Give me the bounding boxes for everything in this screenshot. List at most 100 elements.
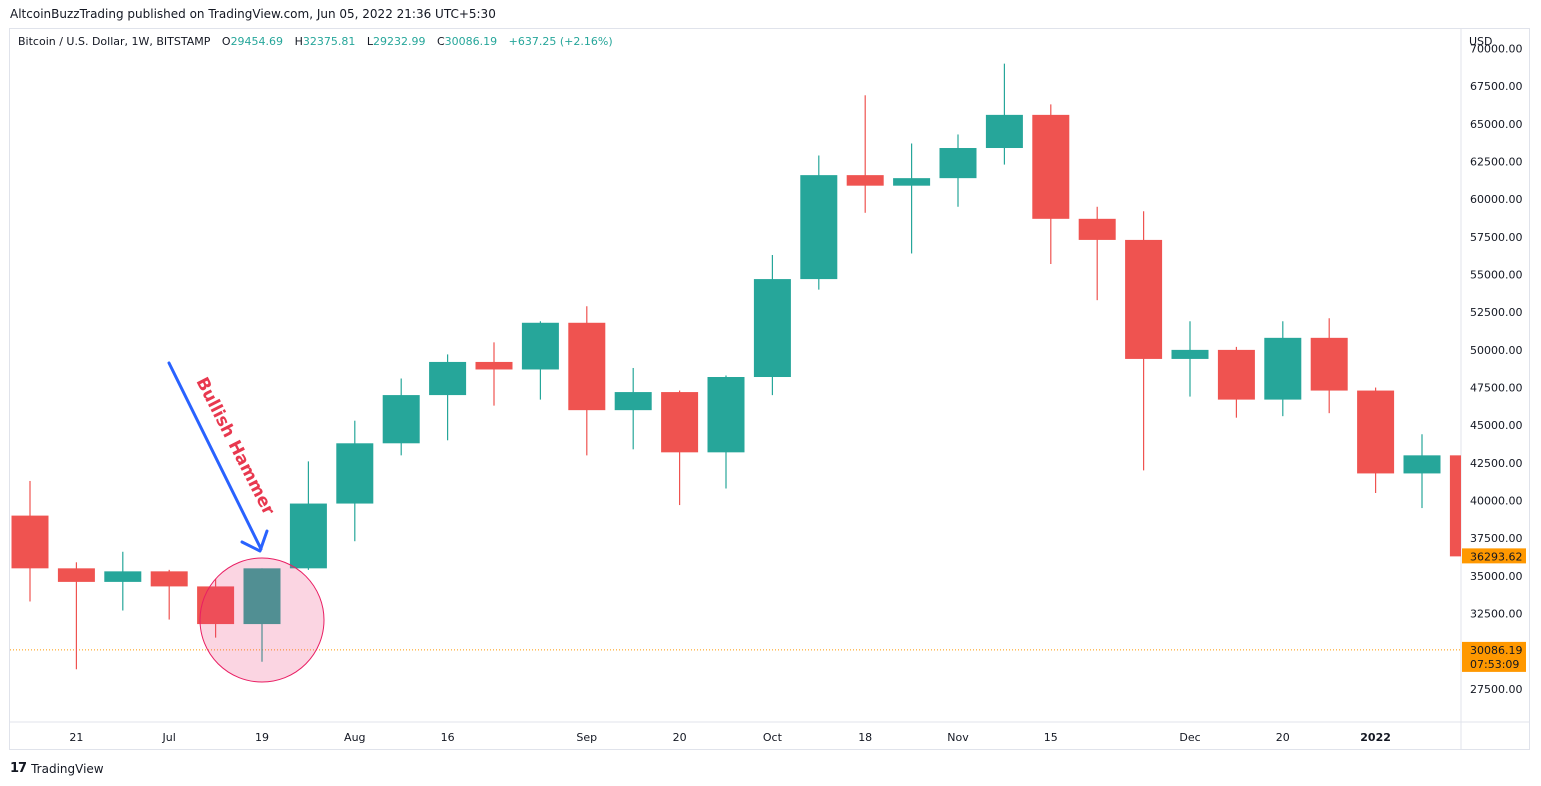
hammer-highlight-circle[interactable] — [199, 557, 325, 683]
price-tick-label: 47500.00 — [1470, 382, 1523, 395]
candle[interactable] — [57, 562, 95, 670]
candle[interactable] — [893, 143, 931, 254]
low-value: 29232.99 — [372, 35, 426, 48]
candle-body — [893, 178, 931, 186]
close-label: C — [436, 35, 445, 48]
time-tick-label: Dec — [1179, 731, 1200, 744]
time-tick-label: 19 — [255, 731, 269, 744]
candle[interactable] — [800, 155, 838, 290]
currency-label[interactable]: USD — [1469, 35, 1493, 48]
candle[interactable] — [150, 569, 188, 620]
candle[interactable] — [11, 480, 49, 602]
candle[interactable] — [1078, 206, 1116, 301]
candle-body — [753, 279, 791, 378]
candle-body — [1357, 390, 1395, 474]
candle[interactable] — [1357, 387, 1395, 494]
close-value: 30086.19 — [444, 35, 498, 48]
candle-body — [150, 571, 188, 587]
time-tick-label: 21 — [69, 731, 83, 744]
candle-body — [939, 148, 977, 179]
candle[interactable] — [1032, 104, 1070, 265]
candle[interactable] — [985, 63, 1023, 165]
candle[interactable] — [521, 321, 559, 400]
time-tick-label: Aug — [344, 731, 365, 744]
candle-body — [475, 361, 513, 370]
candle[interactable] — [336, 420, 374, 542]
candle-body — [707, 377, 745, 453]
candle-body — [1032, 114, 1070, 219]
price-tick-label: 42500.00 — [1470, 457, 1523, 470]
annotation-arrow-head[interactable] — [240, 529, 269, 553]
price-tick-label: 65000.00 — [1470, 118, 1523, 131]
candle[interactable] — [1171, 321, 1209, 397]
price-tick-label: 57500.00 — [1470, 231, 1523, 244]
candle[interactable] — [1449, 455, 1487, 557]
open-value: 29454.69 — [230, 35, 284, 48]
price-tag-box — [1462, 548, 1526, 564]
candle[interactable] — [568, 306, 606, 456]
candle[interactable] — [661, 390, 699, 506]
candle-body — [1171, 349, 1209, 359]
candle-body — [1125, 239, 1163, 359]
annotation-arrow-shaft[interactable] — [167, 361, 263, 551]
candle-body — [57, 568, 95, 582]
symbol-legend: Bitcoin / U.S. Dollar, 1W, BITSTAMP O294… — [18, 35, 621, 48]
price-tick-label: 60000.00 — [1470, 193, 1523, 206]
change-value: +637.25 (+2.16%) — [508, 35, 613, 48]
candle-body — [1264, 337, 1302, 400]
candle[interactable] — [1403, 434, 1441, 509]
candle[interactable] — [1217, 346, 1255, 418]
candle-body — [429, 361, 467, 396]
time-tick-label: 20 — [673, 731, 687, 744]
open-label: O — [221, 35, 231, 48]
candle[interactable] — [614, 367, 652, 450]
candle-body — [336, 443, 374, 504]
price-tick-label: 45000.00 — [1470, 419, 1523, 432]
low-label: L — [366, 35, 373, 48]
price-tag-label: 36293.62 — [1470, 550, 1523, 563]
candle-body — [1449, 455, 1461, 557]
candle[interactable] — [1125, 211, 1163, 471]
time-tick-label: Jul — [162, 731, 176, 744]
candle[interactable] — [289, 461, 327, 570]
price-tick-label: 70000.00 — [1470, 43, 1523, 56]
candle[interactable] — [753, 254, 791, 396]
time-axis[interactable]: 21 Jul 19 Aug 16 Sep 20 Oct 18 Nov 15 Dec 20 2022 — [69, 731, 1391, 744]
price-axis[interactable]: 70000.00 67500.00 65000.00 62500.00 60000.00… — [1470, 43, 1523, 696]
symbol-title[interactable]: Bitcoin / U.S. Dollar, 1W, BITSTAMP — [18, 35, 211, 48]
time-tick-label: 16 — [441, 731, 455, 744]
candle[interactable] — [104, 551, 142, 611]
time-tick-label: Nov — [947, 731, 969, 744]
time-tick-label: Sep — [576, 731, 597, 744]
candle[interactable] — [846, 95, 884, 213]
candle[interactable] — [1310, 318, 1348, 414]
candle[interactable] — [1264, 321, 1302, 417]
branding: 17 TradingView — [10, 761, 104, 776]
time-tick-label: 18 — [858, 731, 872, 744]
price-tick-label: 27500.00 — [1470, 683, 1523, 696]
price-tick-label: 55000.00 — [1470, 269, 1523, 282]
countdown-label: 07:53:09 — [1470, 658, 1519, 671]
candle-body — [846, 175, 884, 186]
time-tick-label: 2022 — [1360, 731, 1391, 744]
candle-body — [382, 395, 420, 444]
candle[interactable] — [939, 134, 977, 207]
candle-body — [289, 503, 327, 569]
candle[interactable] — [197, 578, 235, 638]
price-tick-label: 52500.00 — [1470, 306, 1523, 319]
candle[interactable] — [243, 568, 281, 662]
price-tag-box — [1462, 641, 1526, 672]
chart-frame[interactable] — [9, 28, 1530, 750]
candle[interactable] — [707, 375, 745, 489]
price-tag-label: 30086.19 — [1470, 644, 1523, 657]
candle[interactable] — [382, 378, 420, 456]
price-tick-label: 50000.00 — [1470, 344, 1523, 357]
time-tick-label: 15 — [1044, 731, 1058, 744]
candle-body — [521, 322, 559, 370]
candle-body — [568, 322, 606, 411]
candle[interactable] — [475, 342, 513, 406]
candle[interactable] — [429, 354, 467, 441]
price-tick-label: 35000.00 — [1470, 570, 1523, 583]
